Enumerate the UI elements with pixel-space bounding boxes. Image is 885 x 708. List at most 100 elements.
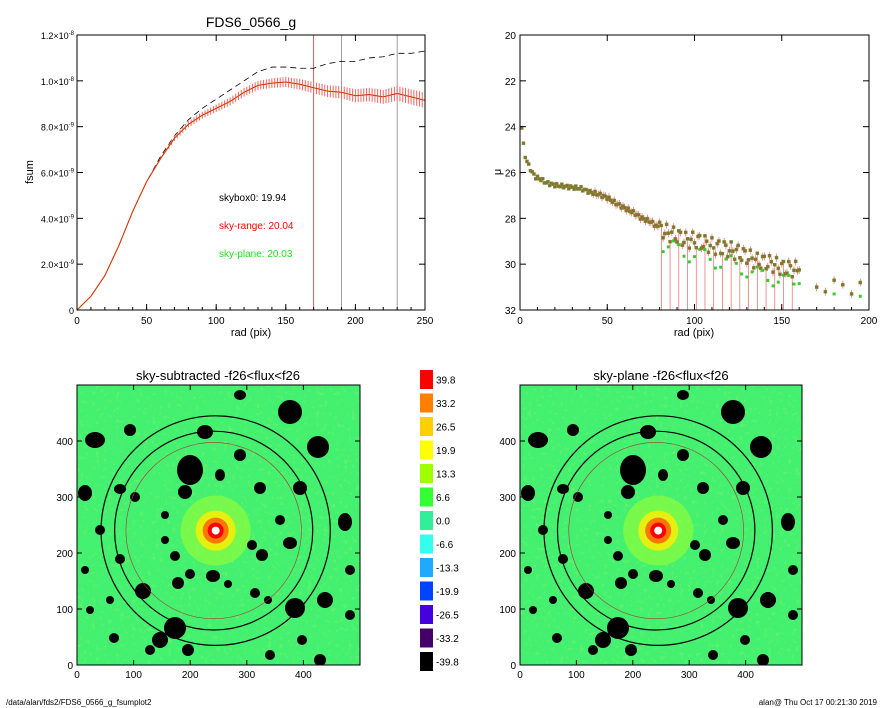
br-mask-28 (595, 632, 611, 648)
mu-point-120 (729, 240, 733, 244)
mu-point-green-132 (750, 270, 754, 274)
mu-point-121 (731, 249, 735, 253)
colorbar-swatch-3 (420, 440, 433, 460)
bl-mask-7 (178, 485, 192, 499)
br-mask-33 (757, 654, 769, 665)
br-mask-46 (604, 536, 612, 544)
mu-point-green-165 (858, 294, 862, 298)
mu-point-75 (650, 219, 655, 224)
mu-point-143 (769, 260, 774, 264)
mu-point-50 (607, 195, 611, 200)
mu-point-45 (598, 191, 603, 196)
bl-ytick-label-2: 200 (56, 549, 73, 560)
colorbar-swatch-4 (420, 464, 433, 483)
br-mask-10 (557, 484, 569, 494)
br-mask-16 (699, 549, 711, 561)
fsum-ytick-label-0: 0 (69, 306, 74, 316)
br-mask-5 (750, 436, 772, 458)
mu-point-37 (584, 187, 589, 192)
mu-xtick-label-3: 150 (773, 316, 790, 327)
colorbar-label-0: 39.8 (436, 376, 456, 387)
br-xtick-label-0: 0 (517, 670, 523, 681)
bl-mask-22 (172, 577, 184, 589)
mu-point-106 (704, 239, 709, 244)
br-mask-38 (552, 633, 562, 643)
bl-mask-27 (164, 617, 186, 639)
colorbar-swatch-8 (420, 558, 433, 577)
br-mask-0 (528, 432, 548, 448)
mu-point-19 (553, 185, 557, 189)
bl-mask-5 (307, 436, 329, 458)
mu-point-61 (626, 206, 630, 210)
br-mask-37 (588, 645, 598, 655)
mu-point-15 (546, 180, 550, 184)
mu-point-26 (565, 183, 569, 188)
fsum-x-axis-label: rad (pix) (231, 327, 271, 339)
colorbar-swatch-9 (420, 581, 433, 601)
fsum-xtick-label-3: 150 (277, 316, 294, 327)
br-mask-21 (628, 569, 638, 579)
br-ellipse-middle (556, 430, 756, 631)
bl-mask-19 (170, 551, 180, 561)
mu-point-146 (774, 255, 779, 260)
mu-point-87 (671, 225, 676, 229)
mu-xtick-label-4: 200 (861, 316, 878, 327)
colorbar-swatch-10 (420, 605, 433, 624)
br-mask-18 (726, 537, 740, 549)
colorbar-label-7: -6.6 (436, 540, 454, 551)
colorbar-swatch-5 (420, 487, 433, 507)
mu-point-27 (567, 187, 571, 191)
mu-point-135 (755, 251, 760, 256)
mu-point-105 (703, 234, 707, 238)
mu-point-93 (682, 240, 686, 245)
mu-point-48 (603, 194, 608, 199)
mu-ytick-label-2: 24 (505, 123, 517, 134)
bl-core-center (211, 526, 220, 535)
mu-point-148 (778, 272, 782, 277)
mu-point-107 (706, 250, 711, 255)
mu-point-green-81 (661, 250, 665, 254)
bl-mask-4 (278, 400, 302, 424)
br-mask-15 (718, 515, 728, 525)
colorbar-label-2: 26.5 (436, 423, 456, 434)
mu-point-152 (785, 271, 789, 275)
mu-y-axis-label: μ (492, 169, 504, 175)
fsum-ytick-label-3: 6.0×10-9 (41, 169, 75, 179)
mu-point-165 (858, 280, 863, 285)
annotation-skybox0: skybox0: 19.94 (219, 193, 287, 204)
mu-point-156 (792, 268, 796, 273)
mu-point-green-126 (740, 272, 744, 276)
sky-plane-frame (519, 384, 803, 666)
mu-point-green-141 (766, 278, 770, 282)
bl-mask-30 (317, 592, 333, 608)
mu-point-green-147 (776, 280, 780, 284)
mu-point-142 (767, 254, 772, 258)
mu-point-31 (574, 184, 578, 188)
br-mask-25 (538, 525, 548, 535)
colorbar-label-8: -13.3 (436, 564, 459, 575)
mu-xtick-label-1: 50 (602, 316, 614, 327)
series-dashed-line (77, 50, 425, 310)
mu-point-67 (636, 213, 641, 217)
br-mask-23 (578, 583, 594, 599)
fsum-xtick-label-2: 100 (208, 316, 225, 327)
bl-mask-33 (314, 654, 326, 665)
bl-mask-28 (152, 632, 168, 648)
mu-point-113 (717, 239, 721, 243)
mu-point-109 (710, 236, 714, 240)
bl-mask-26 (106, 596, 114, 604)
fsum-plot-title: FDS6_0566_g (206, 14, 296, 30)
br-mask-6 (620, 455, 646, 485)
mu-point-green-93 (682, 254, 686, 258)
bl-mask-38 (109, 633, 119, 643)
br-mask-26 (549, 596, 557, 604)
mu-plot: 0 50 100 150 200 20 22 24 26 28 30 32 rad (pix) μ (492, 31, 878, 339)
br-mask-40 (524, 566, 532, 574)
mu-ytick-label-4: 28 (505, 214, 517, 225)
br-mask-29 (728, 598, 748, 618)
mu-point-30 (572, 187, 576, 191)
bl-mask-36 (182, 644, 194, 656)
fsum-ytick-label-4: 8.0×10-9 (41, 123, 75, 133)
bl-mask-43 (224, 580, 232, 588)
